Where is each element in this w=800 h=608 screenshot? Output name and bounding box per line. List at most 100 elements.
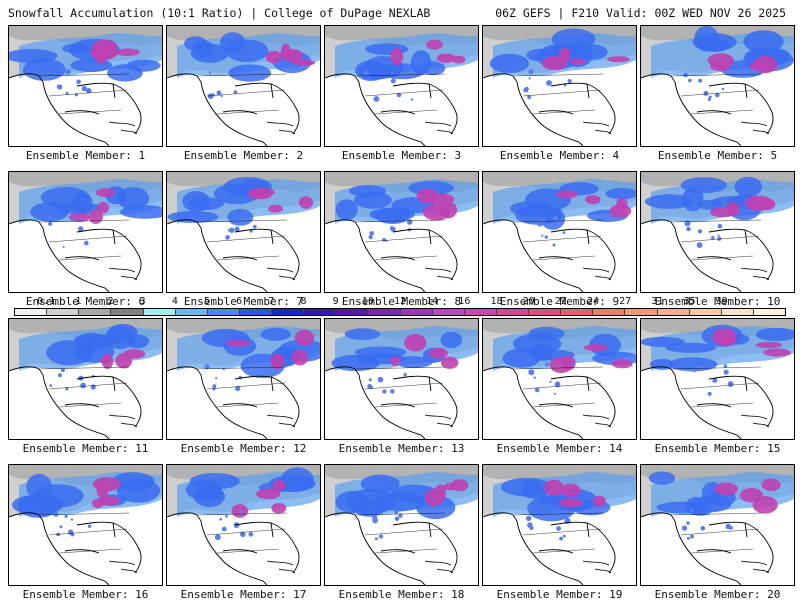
colorbar-swatch xyxy=(753,309,785,315)
ensemble-panel: Ensemble Member: 7 xyxy=(166,171,321,315)
colorbar-swatch xyxy=(239,309,272,315)
colorbar-swatch xyxy=(689,309,722,315)
ensemble-member-label: Ensemble Member: 18 xyxy=(338,588,465,601)
ensemble-member-label: Ensemble Member: 10 xyxy=(654,295,781,308)
ensemble-panel: Ensemble Member: 13 xyxy=(324,318,479,462)
ensemble-panel: Ensemble Member: 12 xyxy=(166,318,321,462)
colorbar-swatch xyxy=(496,309,529,315)
colorbar-tick-label: 18 xyxy=(490,296,503,307)
colorbar-tick-label: 16 xyxy=(458,296,471,307)
colorbar-tick-label: 5 xyxy=(203,296,211,307)
colorbar-tick-label: 31 xyxy=(651,296,664,307)
colorbar-swatch xyxy=(47,309,80,315)
colorbar-swatch xyxy=(432,309,465,315)
ensemble-panel: Ensemble Member: 10 xyxy=(640,171,795,315)
ensemble-panel: Ensemble Member: 19 xyxy=(482,464,637,608)
ensemble-member-label: Ensemble Member: 14 xyxy=(496,442,623,455)
colorbar-tick-label: 1 xyxy=(75,296,82,307)
snowfall-map xyxy=(166,25,321,147)
map-title: Snowfall Accumulation (10:1 Ratio) | Col… xyxy=(8,6,431,20)
ensemble-panel: Ensemble Member: 15 xyxy=(640,318,795,462)
colorbar-swatch xyxy=(561,309,594,315)
colorbar-tick-label: 7 xyxy=(268,296,275,307)
colorbar-tick-label: 3 xyxy=(139,296,146,307)
colorbar-swatch xyxy=(336,309,369,315)
snowfall-map xyxy=(640,318,795,440)
colorbar-tick-label: 6 xyxy=(236,296,243,307)
ensemble-panel: Ensemble Member: 1 xyxy=(8,25,163,169)
ensemble-member-label: Ensemble Member: 13 xyxy=(338,442,465,455)
colorbar-swatch xyxy=(175,309,208,315)
ensemble-panel: Ensemble Member: 20 xyxy=(640,464,795,608)
ensemble-panel: Ensemble Member: 11 xyxy=(8,318,163,462)
ensemble-member-label: Ensemble Member: 11 xyxy=(22,442,149,455)
colorbar-tick-label: 9 xyxy=(332,296,339,307)
ensemble-member-label: Ensemble Member: 2 xyxy=(183,149,304,162)
colorbar-swatch xyxy=(529,309,562,315)
ensemble-member-label: Ensemble Member: 4 xyxy=(499,149,620,162)
ensemble-member-label: Ensemble Member: 15 xyxy=(654,442,781,455)
snowfall-map xyxy=(8,171,163,293)
ensemble-panel: Ensemble Member: 16 xyxy=(8,464,163,608)
ensemble-member-label: Ensemble Member: 19 xyxy=(496,588,623,601)
ensemble-panel: Ensemble Member: 4 xyxy=(482,25,637,169)
snowfall-map xyxy=(482,25,637,147)
colorbar-tick-label: 2 xyxy=(107,296,114,307)
run-valid-time: 06Z GEFS | F210 Valid: 00Z WED NOV 26 20… xyxy=(495,6,786,20)
colorbar-tick-label: 4 xyxy=(171,296,178,307)
ensemble-panel: Ensemble Member: 18 xyxy=(324,464,479,608)
ensemble-member-label: Ensemble Member: 16 xyxy=(22,588,149,601)
ensemble-member-label: Ensemble Member: 17 xyxy=(180,588,307,601)
snowfall-map xyxy=(8,464,163,586)
ensemble-panel: Ensemble Member: 8 xyxy=(324,171,479,315)
colorbar-tick-label: 27 xyxy=(619,296,632,307)
ensemble-member-label: Ensemble Member: 8 xyxy=(341,295,462,308)
snowfall-map xyxy=(640,464,795,586)
colorbar-swatch xyxy=(721,309,754,315)
snowfall-map xyxy=(166,464,321,586)
snowfall-map xyxy=(482,464,637,586)
snowfall-map xyxy=(482,318,637,440)
snowfall-colorbar: 0.1 1 2 3 4 5 6 7 8 9 10 12 14 16 18 20 22 24 27 31 35 39 xyxy=(14,296,786,320)
snowfall-map xyxy=(324,464,479,586)
colorbar-swatch xyxy=(79,309,112,315)
colorbar-tick-label: 12 xyxy=(393,296,407,307)
ensemble-panel: Ensemble Member: 17 xyxy=(166,464,321,608)
snowfall-map xyxy=(8,25,163,147)
colorbar-tick-label: 0.1 xyxy=(37,296,56,307)
ensemble-member-label: Ensemble Member: 12 xyxy=(180,442,307,455)
ensemble-member-label: Ensemble Member: 3 xyxy=(341,149,462,162)
colorbar-tick-label: 14 xyxy=(426,296,439,307)
colorbar-swatch xyxy=(15,309,48,315)
ensemble-member-label: Ensemble Member: 9 xyxy=(499,295,620,308)
ensemble-member-label: Ensemble Member: 7 xyxy=(183,295,304,308)
colorbar-swatch xyxy=(400,309,433,315)
colorbar-tick-label: 24 xyxy=(586,296,600,307)
ensemble-member-label: Ensemble Member: 5 xyxy=(657,149,778,162)
colorbar-swatch xyxy=(368,309,401,315)
colorbar-swatch xyxy=(111,309,144,315)
colorbar-tick-label: 20 xyxy=(522,296,535,307)
colorbar-swatch xyxy=(272,309,305,315)
colorbar-tick-label: 10 xyxy=(361,296,374,307)
colorbar-swatch xyxy=(593,309,626,315)
colorbar-tick-label: 35 xyxy=(683,296,696,307)
colorbar-swatch xyxy=(207,309,240,315)
snowfall-map xyxy=(324,25,479,147)
colorbar-swatch xyxy=(657,309,690,315)
ensemble-panel: Ensemble Member: 14 xyxy=(482,318,637,462)
snowfall-map xyxy=(640,171,795,293)
colorbar-swatch xyxy=(464,309,497,315)
snowfall-map xyxy=(324,318,479,440)
ensemble-panel: Ensemble Member: 9 xyxy=(482,171,637,315)
colorbar-swatch xyxy=(143,309,176,315)
snowfall-map xyxy=(166,318,321,440)
colorbar-swatches xyxy=(14,308,786,316)
snowfall-map xyxy=(640,25,795,147)
snowfall-map xyxy=(324,171,479,293)
ensemble-member-label: Ensemble Member: 1 xyxy=(25,149,146,162)
ensemble-member-label: Ensemble Member: 20 xyxy=(654,588,781,601)
colorbar-tick-label: 22 xyxy=(554,296,567,307)
snowfall-map xyxy=(8,318,163,440)
ensemble-member-label: Ensemble Member: 6 xyxy=(25,295,146,308)
